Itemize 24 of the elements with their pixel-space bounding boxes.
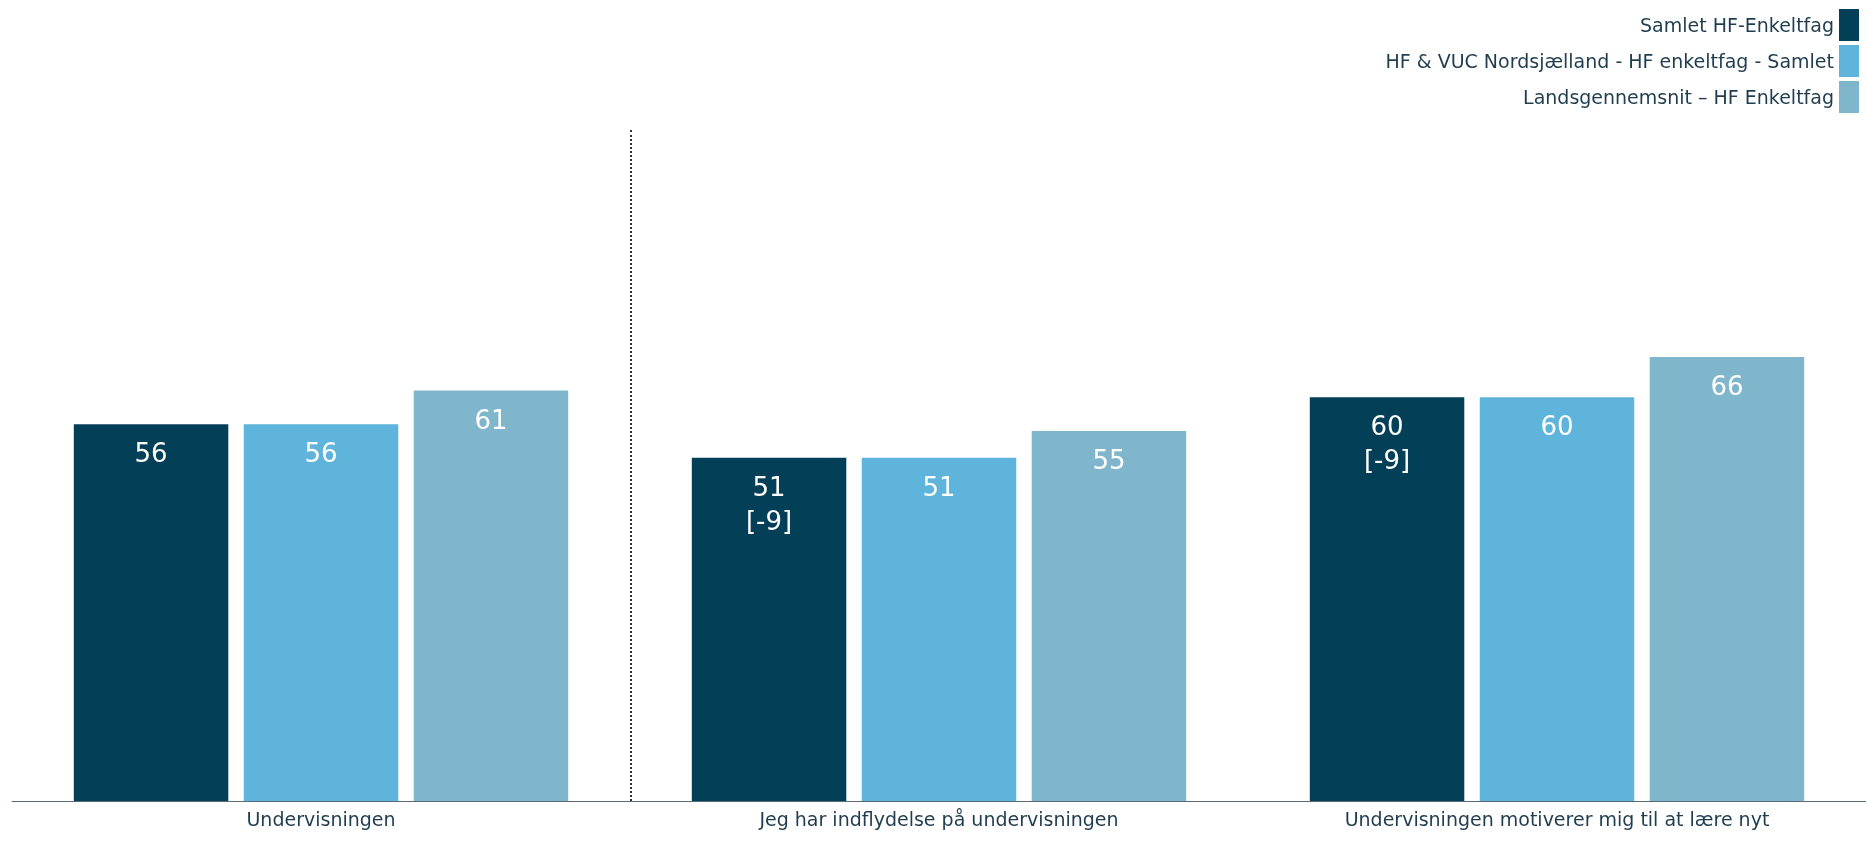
bar [1479,397,1635,801]
data-label: 61 [474,404,508,435]
legend-label: Samlet HF-Enkeltfag [1640,14,1834,36]
legend-label: Landsgennemsnit – HF Enkeltfag [1523,86,1834,108]
bar [1649,356,1805,801]
data-label: 56 [304,438,338,469]
bar [413,390,569,801]
legend-label: HF & VUC Nordsjælland - HF enkeltfag - Samlet [1385,50,1834,72]
bar [73,424,229,801]
bar [1031,430,1187,801]
bar [1309,397,1465,801]
data-label: 66 [1710,370,1744,401]
data-label: 60 [1540,411,1574,442]
x-tick-label: Undervisningen motiverer mig til at lære nyt [1344,807,1770,830]
bar [243,424,399,801]
x-tick-label: Undervisningen [246,807,396,830]
x-tick-label: Jeg har indflydelse på undervisningen [758,807,1119,830]
data-label: 51 [-9] [745,471,793,536]
bar [691,457,847,801]
bar [861,457,1017,801]
data-label: 56 [134,438,168,469]
data-label: 51 [922,471,956,502]
data-label: 55 [1092,444,1126,475]
data-label: 60 [-9] [1363,411,1411,476]
